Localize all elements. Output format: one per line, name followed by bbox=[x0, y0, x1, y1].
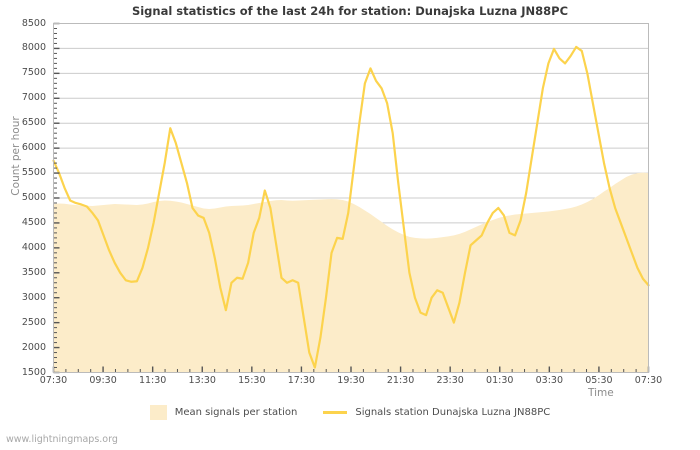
y-tick-label: 1500 bbox=[21, 366, 46, 378]
chart-legend: Mean signals per station Signals station… bbox=[0, 405, 700, 420]
y-tick-label: 5000 bbox=[21, 192, 46, 203]
y-tick-label: 3500 bbox=[21, 266, 46, 278]
legend-label-mean: Mean signals per station bbox=[174, 407, 298, 418]
y-tick-label: 7000 bbox=[21, 92, 46, 104]
x-tick-label: 05:30 bbox=[585, 375, 613, 386]
y-tick-label: 7500 bbox=[21, 67, 46, 79]
x-tick-label: 21:30 bbox=[386, 375, 415, 386]
x-tick-label: 17:30 bbox=[287, 375, 316, 386]
mean-signals-area bbox=[53, 172, 649, 373]
x-axis-label: Time bbox=[588, 387, 614, 399]
legend-label-station: Signals station Dunajska Luzna JN88PC bbox=[355, 407, 551, 418]
y-tick-label: 6000 bbox=[21, 142, 46, 154]
x-tick-label: 01:30 bbox=[486, 375, 514, 386]
station-signals-line bbox=[52, 45, 650, 369]
legend-line-swatch-icon bbox=[323, 411, 348, 414]
x-tick-label: 13:30 bbox=[188, 375, 216, 386]
y-tick-label: 2000 bbox=[21, 341, 46, 353]
y-tick-label: 3000 bbox=[21, 291, 46, 303]
y-tick-label: 8000 bbox=[21, 42, 46, 54]
x-tick-label: 15:30 bbox=[238, 375, 266, 386]
x-tick-label: 07:30 bbox=[634, 375, 663, 386]
y-tick-label: 6500 bbox=[21, 117, 46, 129]
y-tick-label: 4500 bbox=[21, 216, 46, 228]
x-tick-label: 19:30 bbox=[337, 375, 365, 386]
legend-area-swatch-icon bbox=[149, 405, 167, 420]
legend-item-station: Signals station Dunajska Luzna JN88PC bbox=[323, 407, 550, 418]
y-tick-label: 2500 bbox=[21, 316, 46, 328]
chart-title: Signal statistics of the last 24h for st… bbox=[131, 4, 569, 18]
y-tick-label: 8500 bbox=[21, 17, 46, 29]
x-tick-label: 23:30 bbox=[436, 375, 464, 386]
x-tick-label: 07:30 bbox=[39, 375, 68, 386]
x-tick-label: 03:30 bbox=[535, 375, 564, 386]
y-tick-label: 5500 bbox=[21, 167, 46, 179]
y-tick-label: 4000 bbox=[21, 241, 46, 253]
plot-frame bbox=[53, 23, 649, 373]
x-tick-label: 09:30 bbox=[89, 375, 117, 386]
x-tick-label: 11:30 bbox=[138, 375, 167, 386]
legend-item-mean: Mean signals per station bbox=[149, 405, 298, 420]
source-watermark: www.lightningmaps.org bbox=[6, 434, 118, 445]
